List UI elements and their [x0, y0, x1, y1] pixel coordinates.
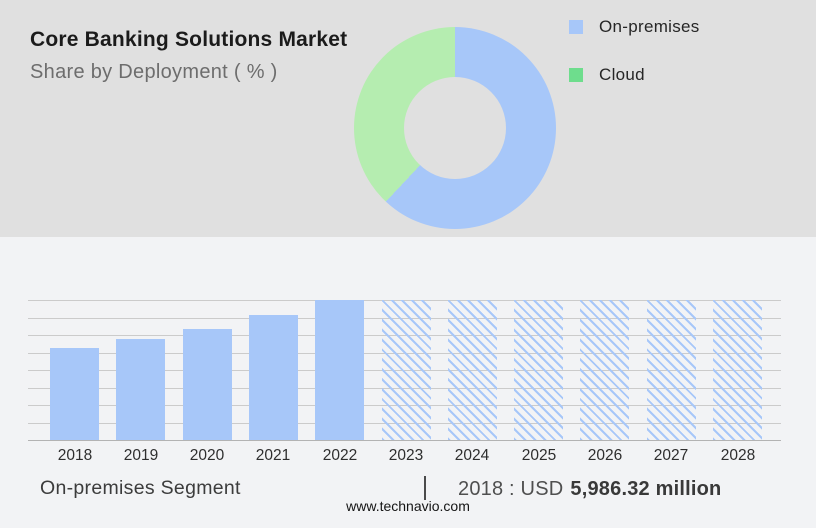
bar-chart-panel: 2018 2019 2020 2021 2022 2023 2024 2025 2026 2027…	[0, 237, 816, 528]
bar-2018	[50, 348, 99, 440]
x-label-2021: 2021	[255, 447, 291, 464]
donut-chart	[354, 27, 556, 229]
page-title: Core Banking Solutions Market	[30, 28, 348, 51]
x-axis-labels: 2018 2019 2020 2021 2022 2023 2024 2025 2026 2027…	[28, 447, 781, 467]
donut-hole	[404, 77, 506, 179]
bar-chart-plot	[28, 300, 781, 441]
forecast-bar-2023	[382, 300, 431, 440]
summary-panel: Core Banking Solutions Market Share by D…	[0, 0, 816, 237]
bar-2021	[249, 315, 298, 440]
legend-label-cloud: Cloud	[599, 65, 645, 84]
stat-text: 2018 : USD 5,986.32 million	[458, 478, 721, 501]
legend-label-on-premises: On-premises	[599, 17, 700, 36]
x-axis-line	[28, 440, 781, 441]
title-block: Core Banking Solutions Market Share by D…	[30, 28, 347, 84]
forecast-bar-2028	[713, 300, 762, 440]
x-label-2028: 2028	[720, 447, 756, 464]
bar-2020	[183, 329, 232, 440]
x-label-2022: 2022	[322, 447, 358, 464]
x-label-2024: 2024	[454, 447, 490, 464]
legend: On-premises Cloud	[569, 14, 700, 110]
x-label-2019: 2019	[123, 447, 159, 464]
cloud-swatch-icon	[569, 68, 583, 82]
stat-value: 5,986.32 million	[570, 478, 722, 500]
stat-prefix: 2018 : USD	[458, 478, 564, 500]
watermark: www.technavio.com	[346, 498, 470, 514]
x-label-2025: 2025	[521, 447, 557, 464]
x-label-2026: 2026	[587, 447, 623, 464]
forecast-bar-2025	[514, 300, 563, 440]
forecast-bar-2026	[580, 300, 629, 440]
x-label-2027: 2027	[653, 447, 689, 464]
on-premises-swatch-icon	[569, 20, 583, 34]
bar-2022	[315, 300, 364, 440]
forecast-bar-2024	[448, 300, 497, 440]
x-label-2018: 2018	[57, 447, 93, 464]
legend-item-cloud: Cloud	[569, 62, 700, 88]
x-label-2020: 2020	[189, 447, 225, 464]
bar-2019	[116, 339, 165, 440]
page-subtitle: Share by Deployment ( % )	[30, 61, 278, 83]
segment-label: On-premises Segment	[40, 477, 241, 499]
legend-item-on-premises: On-premises	[569, 14, 700, 40]
x-label-2023: 2023	[388, 447, 424, 464]
footer-divider-bar	[424, 476, 426, 500]
forecast-bar-2027	[647, 300, 696, 440]
